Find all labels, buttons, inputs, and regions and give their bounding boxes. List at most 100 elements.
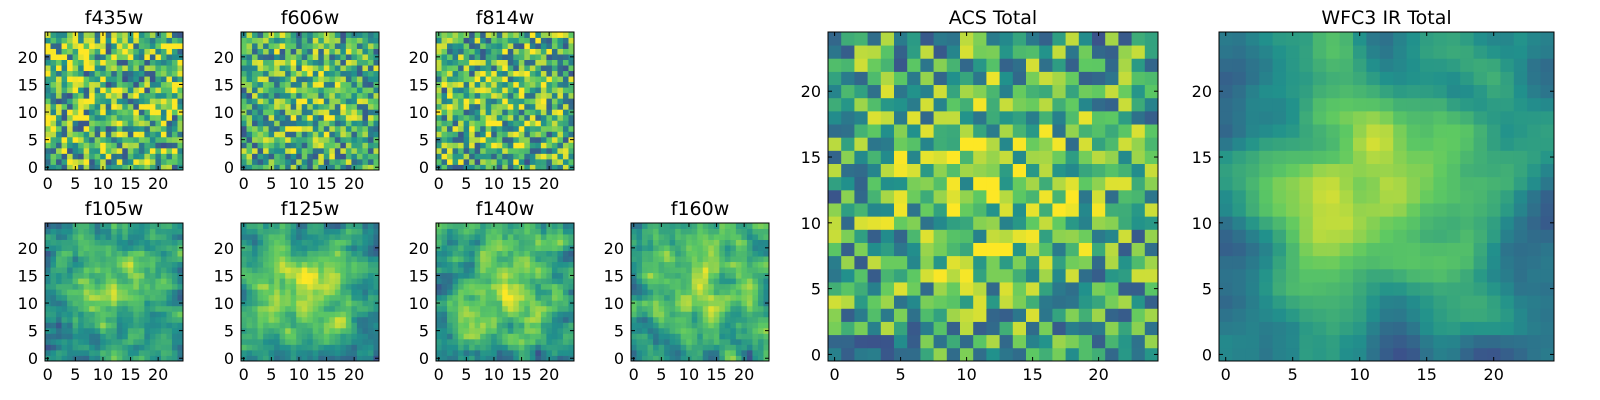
- heatmap-cell: [474, 289, 481, 296]
- heatmap-cell: [329, 228, 336, 235]
- heatmap-cell: [724, 316, 731, 323]
- heatmap-cell: [675, 239, 682, 246]
- heatmap-cell: [45, 43, 51, 49]
- heatmap-cell: [880, 229, 895, 243]
- heatmap-cell: [546, 103, 553, 110]
- heatmap-cell: [285, 305, 292, 312]
- heatmap-cell: [246, 283, 253, 290]
- heatmap-cell: [647, 283, 654, 290]
- heatmap-cell: [841, 163, 855, 178]
- heatmap-cell: [546, 289, 553, 296]
- heatmap-cell: [296, 283, 303, 290]
- heatmap-cell: [171, 349, 178, 356]
- heatmap-cell: [166, 48, 173, 55]
- heatmap-cell: [111, 103, 118, 110]
- heatmap-cell: [675, 305, 682, 312]
- heatmap-cell: [362, 158, 369, 165]
- heatmap-cell: [568, 289, 575, 296]
- heatmap-cell: [285, 239, 292, 246]
- heatmap-cell: [116, 92, 123, 99]
- heatmap-cell: [61, 120, 68, 127]
- heatmap-cell: [177, 98, 184, 105]
- heatmap-cell: [122, 294, 129, 301]
- heatmap-cell: [312, 114, 319, 121]
- heatmap-cell: [122, 131, 129, 138]
- heatmap-cell: [138, 234, 145, 240]
- heatmap-cell: [263, 120, 269, 127]
- heatmap-cell: [290, 322, 297, 329]
- heatmap-cell: [83, 250, 90, 257]
- heatmap-cell: [356, 103, 363, 110]
- heatmap-cell: [458, 70, 464, 77]
- heatmap-cell: [452, 76, 459, 83]
- heatmap-cell: [285, 48, 292, 55]
- heatmap-cell: [463, 338, 470, 345]
- heatmap-cell: [155, 234, 162, 240]
- heatmap-cell: [458, 256, 464, 263]
- heatmap-cell: [268, 87, 275, 94]
- heatmap-cell: [290, 125, 297, 132]
- heatmap-cell: [474, 267, 481, 274]
- heatmap-cell: [719, 223, 726, 229]
- heatmap-cell: [111, 92, 118, 99]
- heatmap-cell: [72, 283, 79, 290]
- heatmap-cell: [155, 261, 162, 268]
- heatmap-cell: [279, 305, 286, 312]
- heatmap-cell: [67, 147, 73, 154]
- y-tick-label: 15: [214, 75, 234, 94]
- heatmap-cell: [116, 278, 123, 285]
- heatmap-cell: [933, 216, 948, 230]
- heatmap-cell: [485, 239, 492, 246]
- heatmap-cell: [144, 131, 151, 138]
- heatmap-cell: [138, 59, 145, 66]
- heatmap-cell: [105, 250, 112, 257]
- heatmap-cell: [122, 223, 129, 229]
- heatmap-cell: [89, 37, 96, 44]
- heatmap-cell: [491, 76, 498, 83]
- heatmap-cell: [177, 59, 184, 66]
- heatmap-cell: [160, 355, 167, 362]
- heatmap-cell: [166, 278, 173, 285]
- heatmap-cell: [356, 250, 363, 257]
- heatmap-cell: [653, 311, 659, 318]
- heatmap-cell: [452, 87, 459, 94]
- heatmap-cell: [246, 311, 253, 318]
- heatmap-cell: [307, 120, 314, 127]
- heatmap-cell: [452, 114, 459, 121]
- heatmap-cell: [144, 136, 151, 143]
- heatmap-cell: [279, 239, 286, 246]
- heatmap-cell: [111, 136, 118, 143]
- heatmap-cell: [441, 164, 448, 171]
- heatmap-cell: [496, 300, 503, 307]
- heatmap-cell: [83, 65, 90, 72]
- heatmap-cell: [268, 120, 275, 127]
- heatmap-cell: [568, 228, 575, 235]
- heatmap-cell: [56, 92, 62, 99]
- heatmap-cell: [735, 333, 742, 340]
- heatmap-cell: [160, 59, 167, 66]
- heatmap-cell: [155, 76, 162, 83]
- heatmap-cell: [546, 333, 553, 340]
- heatmap-cell: [535, 294, 542, 301]
- heatmap-cell: [279, 120, 286, 127]
- heatmap-cell: [724, 239, 731, 246]
- heatmap-cell: [741, 239, 748, 246]
- heatmap-cell: [1026, 268, 1040, 283]
- heatmap-cell: [854, 176, 868, 191]
- heatmap-cell: [312, 142, 319, 149]
- heatmap-cell: [301, 283, 308, 290]
- heatmap-cell: [642, 239, 648, 246]
- heatmap-cell: [1065, 176, 1080, 191]
- heatmap-cell: [551, 164, 558, 171]
- heatmap-cell: [334, 344, 341, 351]
- heatmap-cell: [301, 76, 308, 83]
- heatmap-cell: [171, 54, 178, 60]
- heatmap-cell: [452, 147, 459, 154]
- heatmap-cell: [89, 305, 96, 312]
- x-tick-label: 15: [706, 365, 726, 384]
- heatmap-cell: [252, 147, 258, 154]
- heatmap-cell: [323, 59, 330, 66]
- heatmap-cell: [540, 272, 547, 279]
- heatmap-cell: [241, 87, 247, 94]
- heatmap-cell: [708, 344, 715, 351]
